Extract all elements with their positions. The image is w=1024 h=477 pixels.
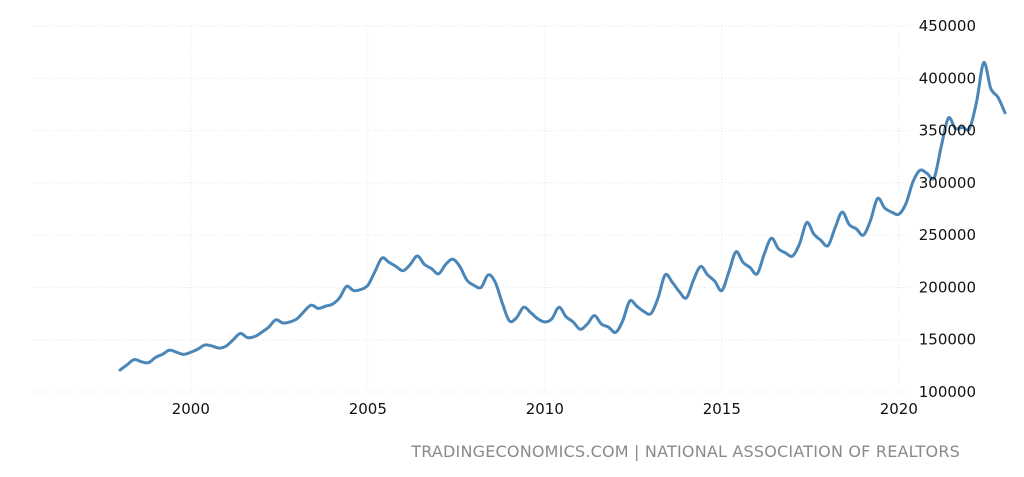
series-line-0 (118, 61, 1007, 372)
y-axis: 450000 400000 350000 300000 250000 200000 1500… (919, 17, 976, 401)
x-tick-label: 2005 (349, 400, 387, 418)
y-tick-label: 400000 (919, 69, 976, 87)
y-tick-label: 150000 (919, 331, 976, 349)
y-tick-label: 200000 (919, 278, 976, 296)
series-layer (118, 61, 1007, 372)
y-tick-label: 300000 (919, 174, 976, 192)
source-attribution: TRADINGECONOMICS.COM | NATIONAL ASSOCIAT… (411, 442, 960, 461)
y-tick-label: 450000 (919, 17, 976, 35)
x-tick-label: 2020 (880, 400, 918, 418)
y-tick-label: 250000 (919, 226, 976, 244)
x-axis: 2000 2005 2010 2015 2020 (172, 400, 918, 418)
y-tick-label: 100000 (919, 383, 976, 401)
y-tick-label: 350000 (919, 122, 976, 140)
x-tick-label: 2000 (172, 400, 210, 418)
x-tick-label: 2010 (526, 400, 564, 418)
grid-layer (32, 25, 910, 393)
x-tick-label: 2015 (703, 400, 741, 418)
